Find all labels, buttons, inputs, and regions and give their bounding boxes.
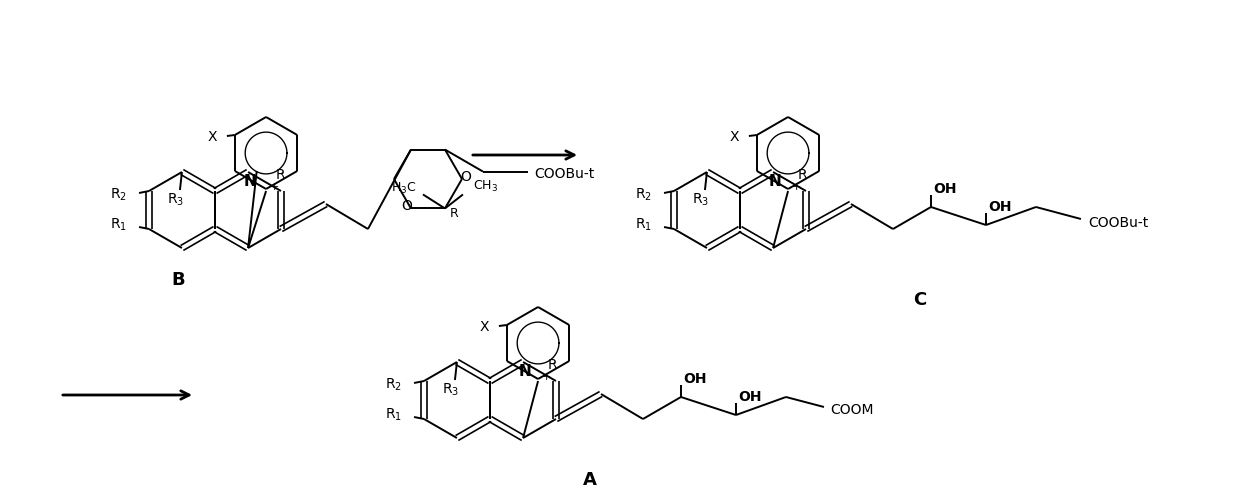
Text: COOBu-t: COOBu-t (1087, 216, 1148, 230)
Text: R$_2$: R$_2$ (386, 377, 402, 393)
Text: OH: OH (683, 372, 707, 386)
Text: R: R (548, 358, 558, 372)
Text: N: N (769, 174, 781, 190)
Text: N: N (244, 174, 257, 190)
Text: R: R (799, 168, 807, 182)
Text: R$_3$: R$_3$ (443, 382, 460, 398)
Text: R: R (277, 168, 285, 182)
Text: R$_3$: R$_3$ (167, 192, 185, 208)
Text: R$_1$: R$_1$ (110, 217, 126, 233)
Text: OH: OH (988, 200, 1012, 214)
Text: X: X (207, 130, 217, 144)
Text: B: B (171, 271, 185, 289)
Text: OH: OH (738, 390, 761, 404)
Text: O: O (402, 200, 413, 214)
Text: OH: OH (932, 182, 956, 196)
Text: R: R (450, 207, 459, 220)
Text: +: + (542, 372, 552, 382)
Text: A: A (583, 471, 596, 489)
Text: COOBu-t: COOBu-t (534, 166, 594, 180)
Text: R$_3$: R$_3$ (692, 192, 709, 208)
Text: X: X (729, 130, 739, 144)
Text: O: O (460, 170, 471, 184)
Text: CH$_3$: CH$_3$ (472, 179, 498, 194)
Text: R$_2$: R$_2$ (110, 187, 126, 203)
Text: R$_2$: R$_2$ (635, 187, 652, 203)
Text: C: C (914, 291, 926, 309)
Text: X: X (480, 320, 489, 334)
Text: H$_3$C: H$_3$C (392, 181, 417, 196)
Text: COOM: COOM (830, 403, 873, 417)
Text: R$_1$: R$_1$ (384, 407, 402, 423)
Text: N: N (518, 364, 532, 380)
Text: +: + (792, 182, 801, 192)
Text: R$_1$: R$_1$ (635, 217, 652, 233)
Text: +: + (270, 182, 279, 192)
